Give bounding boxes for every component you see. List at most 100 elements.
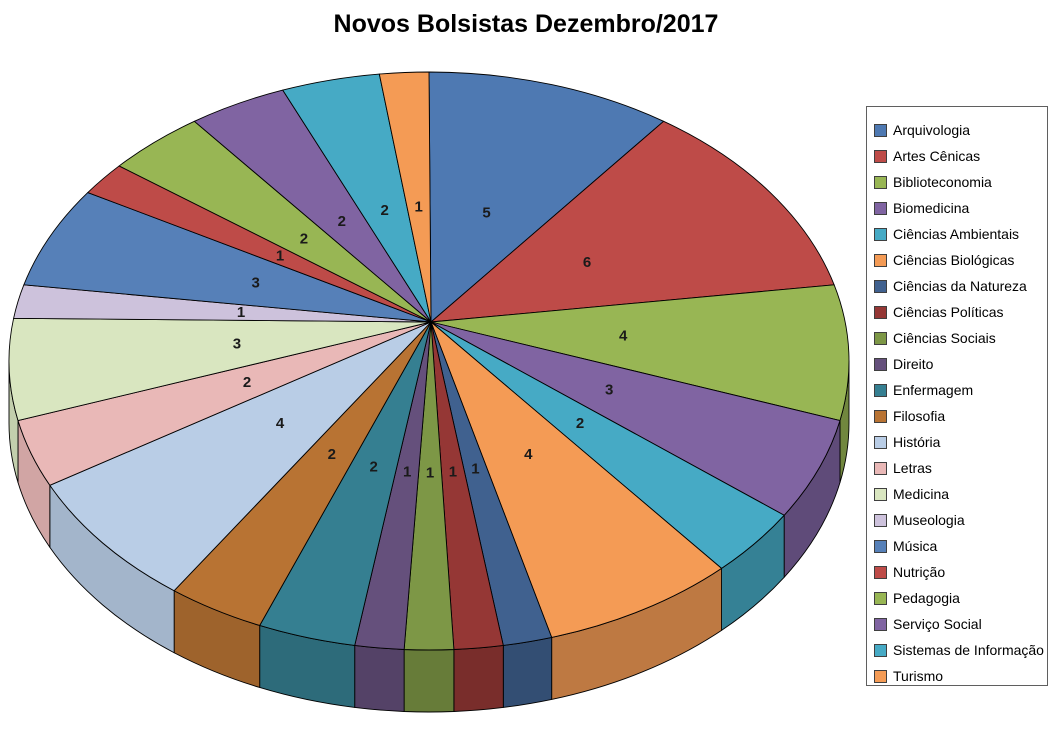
pie-slice-value-filosofia: 2	[328, 446, 336, 463]
legend-item-ciencias-ambientais: Ciências Ambientais	[867, 221, 1047, 247]
legend-label-biblioteconomia: Biblioteconomia	[893, 174, 992, 190]
legend-label-museologia: Museologia	[893, 512, 965, 528]
legend-swatch-ciencias-biologicas	[874, 253, 887, 267]
pie-slice-value-biomedicina: 3	[605, 381, 613, 398]
pie-slice-turismo	[378, 71, 432, 323]
legend-swatch-letras	[874, 461, 887, 475]
legend-label-sistemas-de-informacao: Sistemas de Informação	[893, 642, 1044, 658]
pie-slice-value-arquivologia: 5	[482, 204, 490, 221]
legend-label-biomedicina: Biomedicina	[893, 200, 970, 216]
pie-slice-value-turismo: 1	[414, 199, 422, 216]
pie-slice-ciencias-biologicas	[430, 321, 723, 638]
legend-item-filosofia: Filosofia	[867, 403, 1047, 429]
legend-swatch-ciencias-sociais	[874, 331, 887, 345]
legend-swatch-biblioteconomia	[874, 175, 887, 189]
legend-swatch-biomedicina	[874, 201, 887, 215]
legend-swatch-nutricao	[874, 565, 887, 579]
pie-slice-value-musica: 3	[251, 274, 259, 291]
pie-slice-wall-direito	[354, 644, 405, 712]
pie-slice-biomedicina	[430, 321, 841, 516]
legend-label-artes-cenicas: Artes Cênicas	[893, 148, 981, 164]
pie-slice-value-nutricao: 1	[276, 248, 284, 265]
legend-item-musica: Música	[867, 533, 1047, 559]
pie-slice-historia	[49, 321, 432, 592]
legend-item-turismo: Turismo	[867, 663, 1047, 689]
pie-slice-value-biblioteconomia: 4	[619, 328, 628, 345]
legend-label-arquivologia: Arquivologia	[893, 122, 971, 138]
legend-item-biblioteconomia: Biblioteconomia	[867, 169, 1047, 195]
legend-swatch-servico-social	[874, 617, 887, 631]
legend-item-ciencias-biologicas: Ciências Biológicas	[867, 247, 1047, 273]
legend-label-historia: História	[893, 434, 941, 450]
legend-swatch-musica	[874, 539, 887, 553]
pie-slice-value-servico-social: 2	[338, 213, 346, 230]
legend-label-pedagogia: Pedagogia	[893, 590, 960, 606]
legend-label-ciencias-sociais: Ciências Sociais	[893, 330, 996, 346]
legend-item-servico-social: Serviço Social	[867, 611, 1047, 637]
legend-swatch-museologia	[874, 513, 887, 527]
legend-swatch-sistemas-de-informacao	[874, 643, 887, 657]
legend-item-enfermagem: Enfermagem	[867, 377, 1047, 403]
legend-label-filosofia: Filosofia	[893, 408, 946, 424]
pie-slice-value-ciencias-sociais: 1	[426, 464, 434, 481]
pie-slice-value-museologia: 1	[237, 304, 245, 321]
pie-slice-biblioteconomia	[430, 284, 850, 421]
legend-swatch-enfermagem	[874, 383, 887, 397]
pie-slice-value-sistemas-de-informacao: 2	[381, 202, 389, 219]
legend-swatch-turismo	[874, 669, 887, 683]
chart-title: Novos Bolsistas Dezembro/2017	[333, 10, 719, 38]
legend-label-ciencias-biologicas: Ciências Biológicas	[893, 252, 1015, 268]
legend-swatch-medicina	[874, 487, 887, 501]
legend-item-sistemas-de-informacao: Sistemas de Informação	[867, 637, 1047, 663]
pie-slice-value-pedagogia: 2	[300, 231, 308, 248]
legend-item-medicina: Medicina	[867, 481, 1047, 507]
legend-item-pedagogia: Pedagogia	[867, 585, 1047, 611]
legend-label-letras: Letras	[893, 460, 932, 476]
legend-item-arquivologia: Arquivologia	[867, 117, 1047, 143]
pie-slice-arquivologia	[428, 71, 665, 323]
legend-swatch-ciencias-da-natureza	[874, 279, 887, 293]
legend-label-ciencias-politicas: Ciências Políticas	[893, 304, 1004, 320]
pie-slice-medicina	[8, 317, 432, 421]
legend-label-ciencias-da-natureza: Ciências da Natureza	[893, 278, 1027, 294]
pie-slice-artes-cenicas	[430, 120, 835, 323]
legend-label-musica: Música	[893, 538, 938, 554]
pie-slice-value-ciencias-da-natureza: 1	[471, 461, 479, 478]
legend: Arquivologia Artes Cênicas Biblioteconomia…	[866, 106, 1048, 686]
pie-slice-value-ciencias-politicas: 1	[449, 463, 457, 480]
legend-label-medicina: Medicina	[893, 486, 950, 502]
legend-label-turismo: Turismo	[893, 668, 944, 684]
pie-slice-value-enfermagem: 2	[369, 459, 377, 476]
legend-label-direito: Direito	[893, 356, 934, 372]
legend-swatch-historia	[874, 435, 887, 449]
pie-slice-value-medicina: 3	[233, 335, 241, 352]
pie-slice-value-ciencias-biologicas: 4	[524, 446, 533, 463]
pie-slice-musica	[23, 192, 432, 323]
pie-slice-value-artes-cenicas: 6	[583, 254, 591, 271]
legend-item-ciencias-politicas: Ciências Políticas	[867, 299, 1047, 325]
legend-item-artes-cenicas: Artes Cênicas	[867, 143, 1047, 169]
pie-slice-value-historia: 4	[276, 415, 285, 432]
legend-item-biomedicina: Biomedicina	[867, 195, 1047, 221]
legend-label-nutricao: Nutrição	[893, 564, 946, 580]
legend-item-ciencias-sociais: Ciências Sociais	[867, 325, 1047, 351]
legend-swatch-artes-cenicas	[874, 149, 887, 163]
legend-item-letras: Letras	[867, 455, 1047, 481]
pie-slice-wall-ciencias-da-natureza	[502, 636, 553, 708]
legend-item-direito: Direito	[867, 351, 1047, 377]
legend-swatch-pedagogia	[874, 591, 887, 605]
pie-slice-wall-ciencias-sociais	[403, 649, 455, 713]
legend-swatch-arquivologia	[874, 123, 887, 137]
legend-label-ciencias-ambientais: Ciências Ambientais	[893, 226, 1020, 242]
legend-label-servico-social: Serviço Social	[893, 616, 982, 632]
pie-slice-value-letras: 2	[243, 374, 251, 391]
legend-label-enfermagem: Enfermagem	[893, 382, 974, 398]
pie-slice-wall-ciencias-politicas	[453, 644, 504, 712]
legend-swatch-ciencias-politicas	[874, 305, 887, 319]
pie-slice-value-ciencias-ambientais: 2	[576, 415, 584, 432]
legend-swatch-filosofia	[874, 409, 887, 423]
legend-item-museologia: Museologia	[867, 507, 1047, 533]
legend-item-ciencias-da-natureza: Ciências da Natureza	[867, 273, 1047, 299]
pie-slice-value-direito: 1	[403, 463, 411, 480]
